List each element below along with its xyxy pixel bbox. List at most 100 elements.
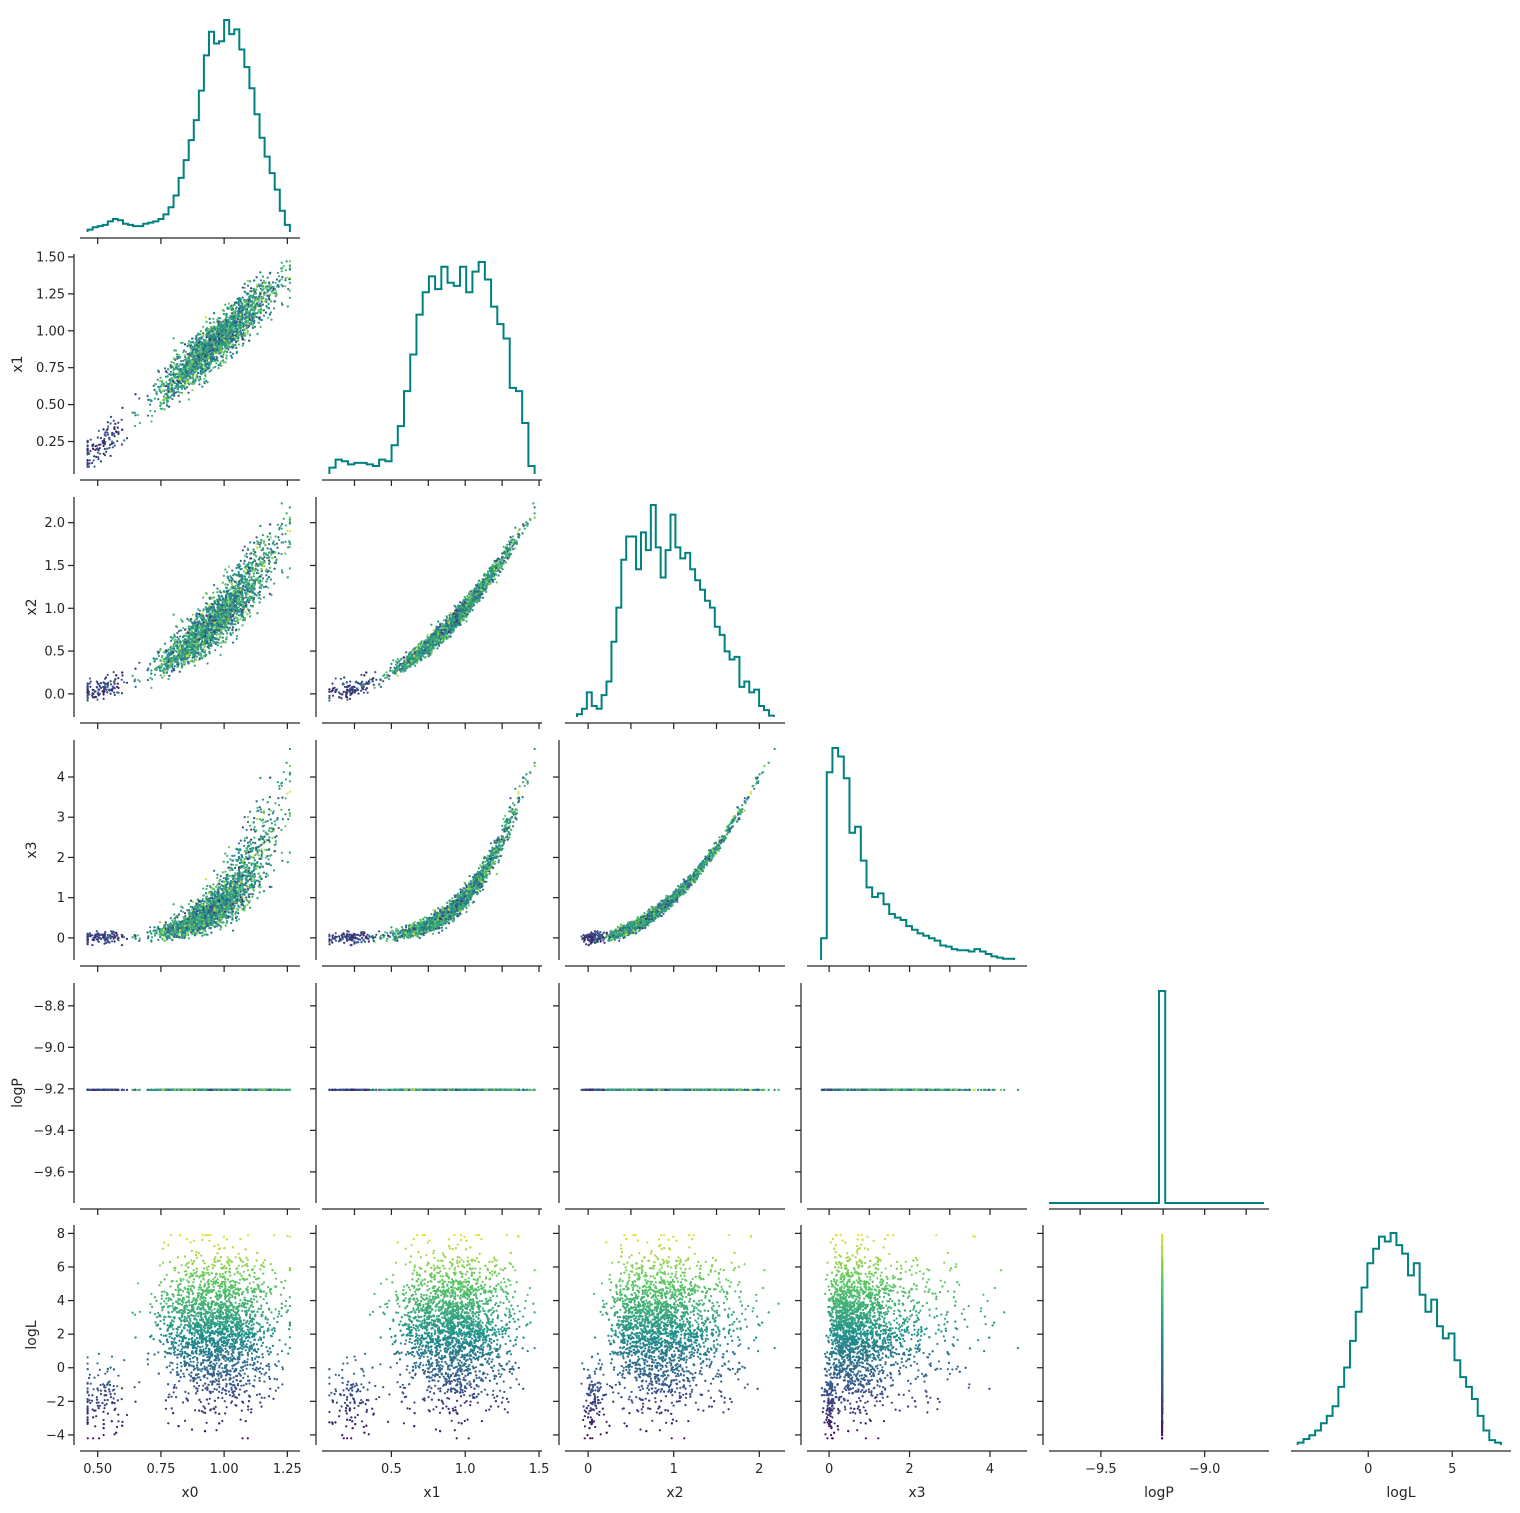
scatter-point: [239, 321, 241, 323]
scatter-point: [280, 284, 282, 286]
scatter-point: [150, 420, 152, 422]
scatter-point: [228, 334, 230, 336]
scatter-point: [174, 665, 176, 667]
scatter-point: [191, 351, 193, 353]
scatter-point: [231, 347, 233, 349]
scatter-point: [157, 398, 159, 400]
scatter-point: [262, 276, 264, 278]
scatter-point: [196, 349, 198, 351]
scatter-point: [114, 694, 116, 696]
scatter-point: [200, 342, 202, 344]
scatter-point: [207, 336, 209, 338]
scatter-point: [224, 304, 226, 306]
scatter-point: [270, 284, 272, 286]
scatter-point: [289, 260, 291, 262]
scatter-point: [158, 388, 160, 390]
scatter-point: [104, 448, 106, 450]
scatter-point: [230, 318, 232, 320]
scatter-point: [147, 415, 149, 417]
scatter-point: [286, 276, 288, 278]
scatter-point: [263, 554, 265, 556]
scatter-point: [149, 410, 151, 412]
scatter-point: [225, 317, 227, 319]
scatter-point: [273, 307, 275, 309]
scatter-point: [90, 681, 92, 683]
scatter-point: [200, 330, 202, 332]
scatter-point: [260, 326, 262, 328]
scatter-point: [214, 349, 216, 351]
scatter-point: [285, 533, 287, 535]
scatter-point: [177, 384, 179, 386]
scatter-point: [193, 343, 195, 345]
scatter-point: [172, 366, 174, 368]
scatter-point: [176, 353, 178, 355]
scatter-point: [220, 355, 222, 357]
scatter-point: [199, 376, 201, 378]
scatter-point: [261, 574, 263, 576]
scatter-point: [289, 530, 291, 532]
scatter-point: [235, 314, 237, 316]
scatter-point: [263, 294, 265, 296]
scatter-point: [262, 304, 264, 306]
scatter-point: [117, 431, 119, 433]
scatter-point: [173, 395, 175, 397]
scatter-point: [237, 340, 239, 342]
scatter-point: [205, 364, 207, 366]
scatter-point: [104, 431, 106, 433]
scatter-point: [274, 289, 276, 291]
scatter-point: [210, 358, 212, 360]
scatter-point: [100, 443, 102, 445]
scatter-point: [235, 320, 237, 322]
scatter-point: [225, 641, 227, 643]
scatter-point: [246, 332, 248, 334]
scatter-point: [259, 560, 261, 562]
scatter-point: [213, 321, 215, 323]
scatter-point: [263, 596, 265, 598]
scatter-point: [194, 380, 196, 382]
scatter-point: [179, 401, 181, 403]
scatter-point: [112, 446, 114, 448]
scatter-point: [219, 362, 221, 364]
scatter-point: [249, 612, 251, 614]
scatter-point: [242, 343, 244, 345]
scatter-point: [240, 305, 242, 307]
scatter-point: [93, 459, 95, 461]
scatter-point: [93, 455, 95, 457]
scatter-point: [218, 352, 220, 354]
scatter-point: [207, 367, 209, 369]
scatter-point: [90, 439, 92, 441]
scatter-point: [166, 392, 168, 394]
scatter-point: [137, 679, 139, 681]
scatter-point: [199, 337, 201, 339]
scatter-point: [218, 343, 220, 345]
scatter-point: [168, 373, 170, 375]
scatter-point: [259, 316, 261, 318]
scatter-point: [255, 289, 257, 291]
scatter-point: [227, 337, 229, 339]
scatter-point: [225, 357, 227, 359]
scatter-point: [166, 394, 168, 396]
scatter-point: [188, 340, 190, 342]
scatter-point: [174, 387, 176, 389]
scatter-point: [272, 281, 274, 283]
scatter-point: [261, 285, 263, 287]
scatter-point: [195, 615, 197, 617]
scatter-point: [216, 330, 218, 332]
scatter-point: [183, 366, 185, 368]
scatter-point: [186, 364, 188, 366]
scatter-point: [196, 341, 198, 343]
scatter-point: [164, 408, 166, 410]
scatter-point: [220, 360, 222, 362]
scatter-point: [234, 310, 236, 312]
scatter-point: [281, 569, 283, 571]
scatter-point: [244, 332, 246, 334]
scatter-point: [167, 386, 169, 388]
scatter-point: [219, 335, 221, 337]
scatter-point: [211, 349, 213, 351]
scatter-point: [196, 656, 198, 658]
scatter-point: [187, 375, 189, 377]
scatter-point: [267, 289, 269, 291]
scatter-point: [254, 569, 256, 571]
scatter-point: [173, 349, 175, 351]
scatter-point: [245, 299, 247, 301]
